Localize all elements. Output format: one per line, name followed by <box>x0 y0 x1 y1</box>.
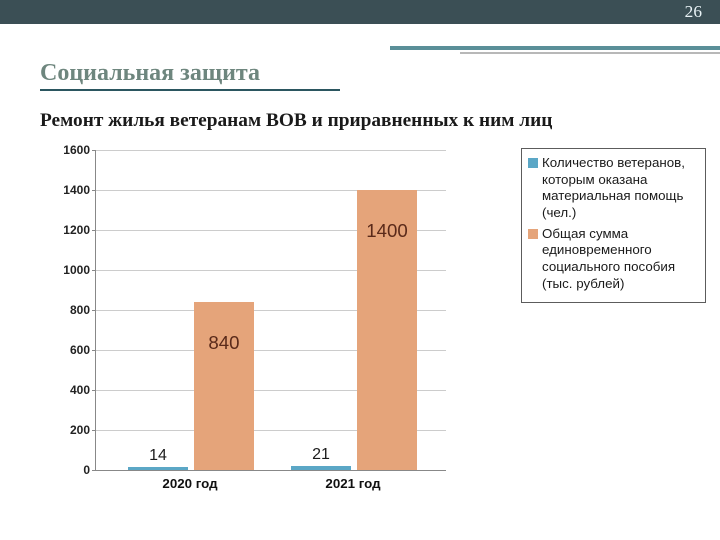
legend-item: Общая сумма единовременного социального … <box>528 226 699 293</box>
y-tick-label: 1600 <box>40 143 90 157</box>
decorative-stripe-grey <box>460 52 720 54</box>
legend-swatch <box>528 229 538 239</box>
decorative-stripe-teal <box>390 46 720 50</box>
x-category-label: 2021 год <box>283 476 423 491</box>
legend-label: Общая сумма единовременного социального … <box>542 226 699 293</box>
slide-number: 26 <box>685 2 702 22</box>
legend-swatch <box>528 158 538 168</box>
slide: 26 Социальная защита Ремонт жилья ветера… <box>0 0 720 540</box>
bar-value-label: 14 <box>128 447 188 465</box>
y-tick-label: 1000 <box>40 263 90 277</box>
bar: 14 <box>128 467 188 470</box>
y-tick-label: 1400 <box>40 183 90 197</box>
y-tick-label: 1200 <box>40 223 90 237</box>
bar: 1400 <box>357 190 417 470</box>
y-tick-label: 400 <box>40 383 90 397</box>
chart-legend: Количество ветеранов, которым оказана ма… <box>521 148 706 303</box>
legend-item: Количество ветеранов, которым оказана ма… <box>528 155 699 222</box>
y-tick-label: 600 <box>40 343 90 357</box>
y-tick-label: 0 <box>40 463 90 477</box>
legend-label: Количество ветеранов, которым оказана ма… <box>542 155 699 222</box>
chart-plot-area: 14 840 21 1400 <box>95 150 446 471</box>
y-tick-label: 800 <box>40 303 90 317</box>
bar: 21 <box>291 466 351 470</box>
header-band <box>0 0 720 24</box>
x-category-label: 2020 год <box>120 476 260 491</box>
section-title: Социальная защита <box>40 60 340 91</box>
bar: 840 <box>194 302 254 470</box>
y-tick-label: 200 <box>40 423 90 437</box>
grid-line <box>96 150 446 151</box>
chart: 02004006008001000120014001600 1484021140… <box>40 150 455 510</box>
bar-value-label: 21 <box>291 446 351 464</box>
chart-title: Ремонт жилья ветеранам ВОВ и приравненны… <box>40 110 552 132</box>
